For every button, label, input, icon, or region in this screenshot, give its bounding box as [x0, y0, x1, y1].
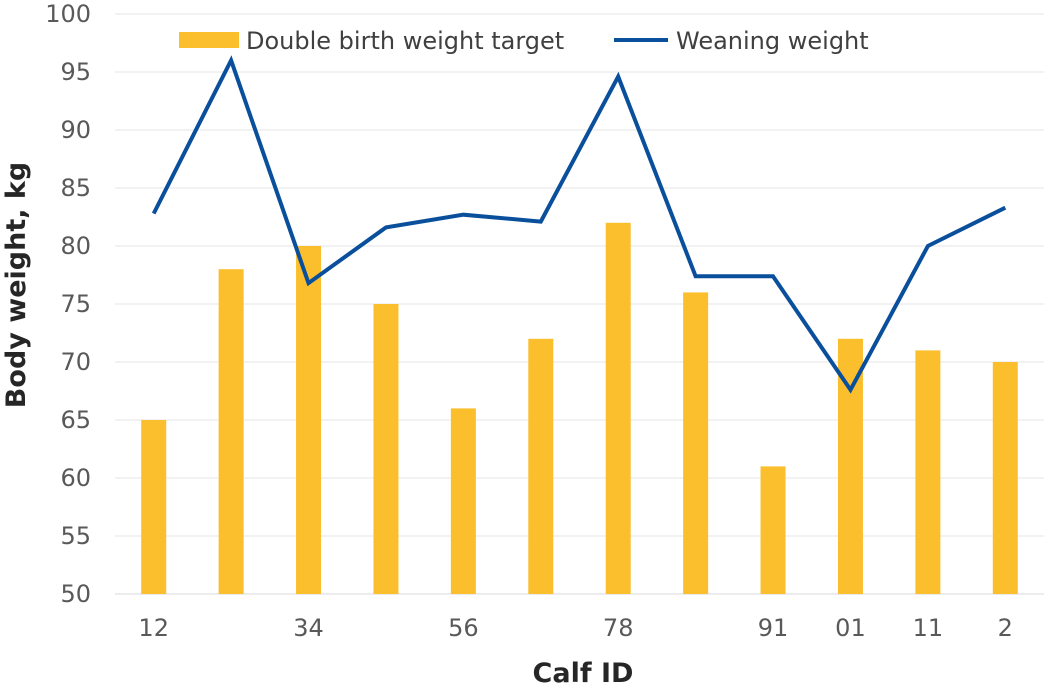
x-tick-label: 2 — [998, 614, 1013, 642]
x-tick-label: 12 — [138, 614, 169, 642]
bar — [528, 338, 554, 594]
x-tick-label: 78 — [603, 614, 634, 642]
bar — [296, 246, 322, 594]
x-axis-ticks: 12 34 56 78 91 01 11 2 — [138, 614, 1012, 642]
bar — [683, 292, 709, 594]
y-tick-label: 55 — [60, 522, 91, 550]
y-tick-label: 85 — [60, 174, 91, 202]
y-tick-label: 95 — [60, 58, 91, 86]
bar — [218, 269, 244, 594]
x-tick-label: 11 — [913, 614, 944, 642]
y-tick-label: 70 — [60, 348, 91, 376]
y-tick-label: 80 — [60, 232, 91, 260]
bar — [605, 222, 631, 595]
bar — [373, 304, 399, 594]
bar — [837, 338, 863, 594]
x-axis-title: Calf ID — [533, 658, 634, 683]
gridlines — [115, 13, 1044, 595]
bar-series — [141, 222, 1018, 595]
legend-line-label: Weaning weight — [676, 27, 869, 55]
y-axis-title: Body weight, kg — [1, 162, 32, 408]
line-series — [151, 55, 1007, 394]
legend-bar-label: Double birth weight target — [246, 27, 564, 55]
y-tick-label: 90 — [60, 116, 91, 144]
bar — [450, 408, 476, 594]
x-tick-label: 34 — [293, 614, 324, 642]
bar — [141, 420, 167, 594]
x-tick-label: 01 — [835, 614, 866, 642]
y-tick-label: 100 — [45, 0, 91, 28]
legend: Double birth weight target Weaning weigh… — [179, 27, 869, 55]
x-tick-label: 56 — [448, 614, 479, 642]
y-tick-label: 75 — [60, 290, 91, 318]
bar — [760, 466, 786, 594]
x-tick-label: 91 — [758, 614, 789, 642]
y-tick-label: 65 — [60, 406, 91, 434]
weaning-weight-line — [151, 55, 1007, 394]
y-tick-label: 50 — [60, 580, 91, 608]
y-axis-ticks: 50 55 60 65 70 75 80 85 90 95 100 — [45, 0, 91, 608]
bar — [992, 362, 1018, 594]
y-tick-label: 60 — [60, 464, 91, 492]
legend-bar-swatch — [179, 32, 239, 48]
bar — [915, 350, 941, 594]
